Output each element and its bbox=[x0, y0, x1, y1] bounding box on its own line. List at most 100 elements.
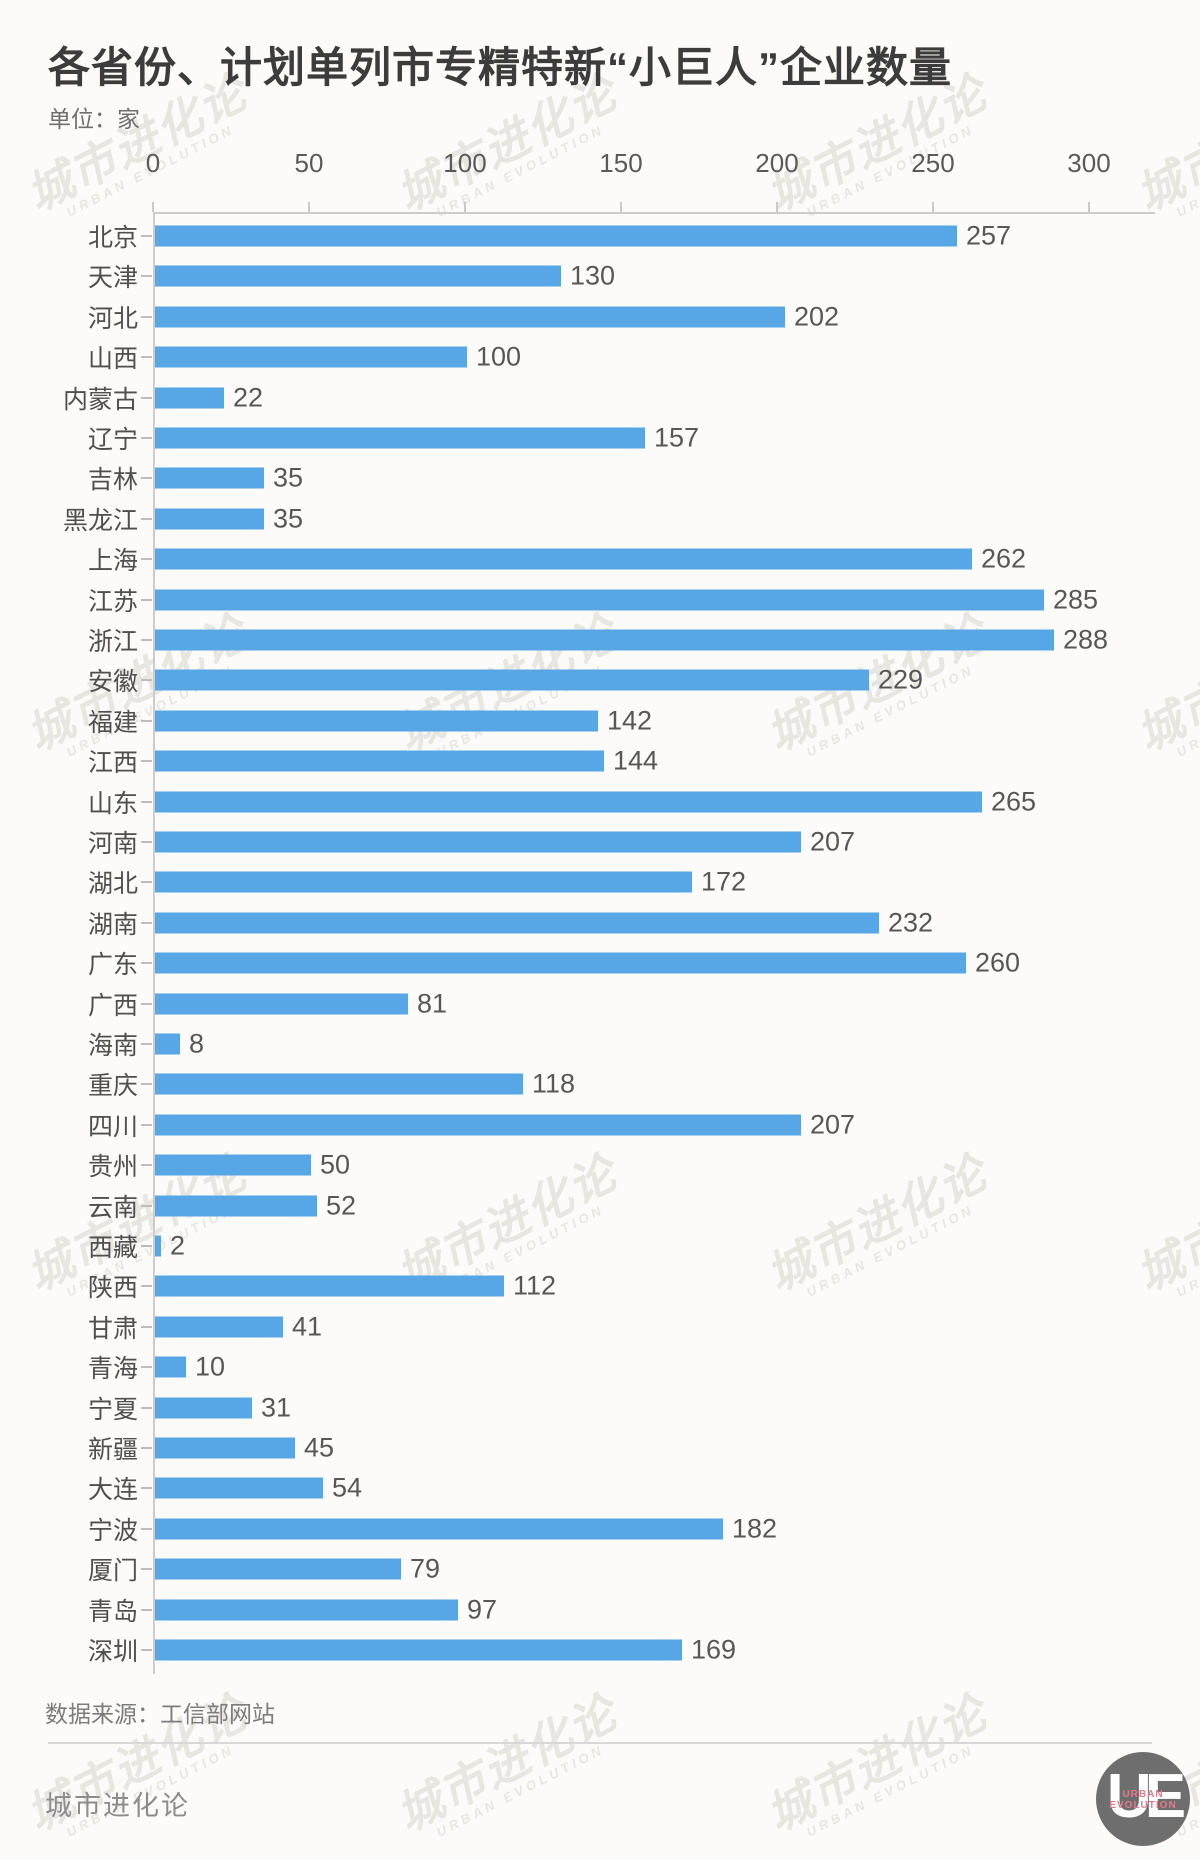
category-label: 四川 bbox=[87, 1112, 138, 1141]
category-tick-mark bbox=[141, 639, 152, 641]
x-tick-label: 0 bbox=[145, 148, 161, 178]
logo-monogram: UE bbox=[1106, 1762, 1186, 1831]
category-tick-mark bbox=[141, 517, 152, 520]
value-label: 54 bbox=[332, 1472, 363, 1503]
value-label: 142 bbox=[607, 705, 653, 736]
bar-广东 bbox=[155, 952, 966, 974]
bar-黑龙江 bbox=[155, 508, 264, 530]
value-label: 31 bbox=[261, 1392, 292, 1423]
x-tick-label: 250 bbox=[911, 148, 955, 178]
category-label: 安徽 bbox=[87, 668, 138, 697]
logo-subtext-2: EVOLUTION bbox=[1109, 1800, 1177, 1811]
bar-辽宁 bbox=[155, 427, 645, 449]
category-label: 重庆 bbox=[87, 1072, 138, 1101]
bar-青岛 bbox=[155, 1599, 458, 1621]
bar-内蒙古 bbox=[155, 387, 224, 409]
bar-湖南 bbox=[155, 912, 879, 934]
bar-福建 bbox=[155, 710, 598, 732]
x-tick-mark bbox=[152, 202, 154, 212]
value-label: 169 bbox=[691, 1634, 737, 1665]
data-source: 数据来源：工信部网站 bbox=[45, 1701, 275, 1727]
x-axis-line bbox=[153, 212, 1155, 214]
category-tick-mark bbox=[141, 1245, 152, 1247]
footer-divider bbox=[48, 1742, 1152, 1744]
category-label: 浙江 bbox=[87, 628, 138, 656]
bar-西藏 bbox=[155, 1235, 161, 1257]
category-label: 大连 bbox=[87, 1476, 138, 1505]
value-label: 35 bbox=[273, 462, 304, 493]
bar-海南 bbox=[155, 1033, 180, 1055]
category-label: 湖南 bbox=[87, 910, 138, 939]
category-label: 北京 bbox=[87, 224, 138, 252]
value-label: 232 bbox=[888, 907, 934, 938]
category-tick-mark bbox=[141, 962, 152, 965]
category-label: 河北 bbox=[87, 304, 138, 333]
category-tick-mark bbox=[141, 315, 152, 318]
bar-重庆 bbox=[155, 1073, 523, 1095]
value-label: 22 bbox=[233, 382, 264, 413]
bar-贵州 bbox=[155, 1154, 311, 1176]
bar-广西 bbox=[155, 993, 408, 1015]
category-label: 江西 bbox=[87, 749, 138, 778]
bar-甘肃 bbox=[155, 1316, 283, 1338]
category-label: 陕西 bbox=[87, 1274, 138, 1303]
bar-天津 bbox=[155, 265, 561, 287]
x-tick-label: 50 bbox=[294, 148, 324, 178]
value-label: 229 bbox=[878, 664, 924, 695]
bar-陕西 bbox=[155, 1275, 504, 1297]
x-tick-label: 100 bbox=[443, 148, 487, 178]
value-label: 10 bbox=[195, 1351, 226, 1382]
page-title: 各省份、计划单列市专精特新“小巨人”企业数量 bbox=[48, 44, 953, 91]
category-tick-mark bbox=[141, 1447, 152, 1449]
x-tick-mark bbox=[776, 202, 778, 212]
value-label: 285 bbox=[1053, 584, 1099, 615]
bar-山东 bbox=[155, 791, 982, 813]
value-label: 41 bbox=[292, 1311, 323, 1342]
bar-深圳 bbox=[155, 1639, 682, 1661]
value-label: 172 bbox=[701, 866, 747, 897]
category-tick-mark bbox=[141, 1527, 152, 1530]
category-label: 西藏 bbox=[87, 1234, 138, 1262]
category-label: 河南 bbox=[87, 830, 138, 858]
category-tick-mark bbox=[141, 841, 152, 843]
value-label: 288 bbox=[1063, 624, 1109, 655]
value-label: 207 bbox=[810, 826, 856, 857]
bar-江苏 bbox=[155, 589, 1044, 611]
value-label: 81 bbox=[417, 988, 448, 1019]
value-label: 260 bbox=[975, 947, 1021, 978]
category-label: 青岛 bbox=[87, 1597, 138, 1626]
value-label: 35 bbox=[273, 503, 304, 534]
category-tick-mark bbox=[141, 921, 152, 924]
value-label: 130 bbox=[570, 260, 616, 291]
category-label: 上海 bbox=[87, 547, 138, 576]
value-label: 45 bbox=[304, 1432, 335, 1463]
bar-江西 bbox=[155, 750, 604, 772]
category-tick-mark bbox=[141, 1285, 152, 1288]
value-label: 118 bbox=[532, 1068, 576, 1099]
bar-河北 bbox=[155, 306, 785, 328]
x-tick-label: 200 bbox=[755, 148, 799, 178]
category-tick-mark bbox=[141, 437, 152, 439]
bar-山西 bbox=[155, 346, 467, 368]
category-tick-mark bbox=[141, 679, 152, 682]
x-tick-mark bbox=[1088, 202, 1090, 212]
category-label: 云南 bbox=[87, 1193, 138, 1222]
bar-宁夏 bbox=[155, 1397, 252, 1419]
y-axis-line bbox=[153, 212, 155, 1674]
bar-新疆 bbox=[155, 1437, 295, 1459]
bar-湖北 bbox=[155, 871, 692, 893]
category-tick-mark bbox=[141, 477, 152, 480]
category-label: 厦门 bbox=[87, 1557, 138, 1586]
brand-name: 城市进化论 bbox=[45, 1791, 190, 1821]
bar-安徽 bbox=[155, 669, 869, 691]
bar-云南 bbox=[155, 1195, 317, 1217]
bar-大连 bbox=[155, 1477, 323, 1499]
category-tick-mark bbox=[141, 881, 152, 884]
category-label: 湖北 bbox=[87, 870, 138, 899]
category-tick-mark bbox=[141, 1366, 152, 1369]
bar-四川 bbox=[155, 1114, 801, 1136]
bar-青海 bbox=[155, 1356, 186, 1378]
category-tick-mark bbox=[141, 235, 152, 237]
